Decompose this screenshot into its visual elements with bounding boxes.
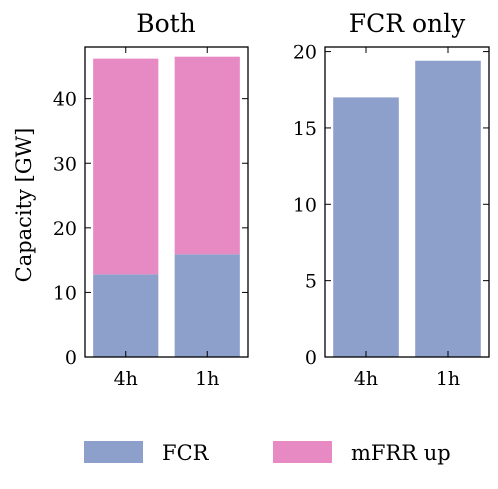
y-tick-label-0-panel2: 0 [305, 347, 317, 369]
x-tick-label-1h-panel1: 1h [195, 368, 219, 390]
y-tick-label-10-panel1: 10 [53, 282, 77, 304]
panel-frame-both [84, 46, 249, 358]
bar-fcr-1h-panel2 [415, 60, 481, 358]
panel-title-both: Both [136, 9, 196, 38]
legend-swatch-mfrr-up [273, 441, 332, 463]
legend-swatch-fcr [84, 441, 143, 463]
bar-fcr-4h-panel2 [333, 97, 399, 357]
bar-fcr-1h-panel1 [174, 254, 240, 357]
panel-title-fcr-only: FCR only [349, 9, 466, 38]
x-tick-label-4h-panel2: 4h [354, 368, 378, 390]
panel-fcr-only: FCR only 0 5 10 15 20 4h 1h [293, 9, 490, 390]
panel-frame-fcr-only [324, 46, 490, 358]
y-tick-label-20-panel2: 20 [293, 42, 317, 64]
y-axis-label: Capacity [GW] [12, 128, 36, 283]
legend: FCR mFRR up [84, 441, 451, 465]
bar-mfrr-up-1h-panel1 [174, 56, 240, 255]
y-tick-label-10-panel2: 10 [293, 194, 317, 216]
legend-label-mfrr-up: mFRR up [351, 441, 451, 465]
bar-fcr-4h-panel1 [93, 274, 159, 357]
y-tick-label-40-panel1: 40 [53, 89, 77, 111]
panel-both: Both 0 10 20 30 40 4h 1h [53, 9, 249, 390]
y-tick-label-0-panel1: 0 [65, 347, 77, 369]
y-tick-label-30-panel1: 30 [53, 153, 77, 175]
legend-label-fcr: FCR [162, 441, 210, 465]
y-tick-label-15-panel2: 15 [293, 118, 317, 140]
bar-mfrr-up-4h-panel1 [93, 58, 159, 275]
x-tick-label-4h-panel1: 4h [114, 368, 138, 390]
y-tick-label-5-panel2: 5 [305, 271, 317, 293]
x-tick-label-1h-panel2: 1h [436, 368, 460, 390]
y-tick-label-20-panel1: 20 [53, 218, 77, 240]
